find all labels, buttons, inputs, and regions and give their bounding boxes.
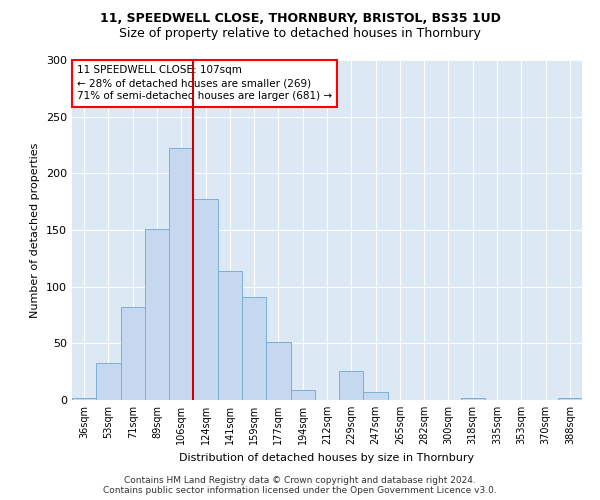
Bar bbox=[218, 271, 242, 400]
Bar bbox=[145, 229, 169, 400]
X-axis label: Distribution of detached houses by size in Thornbury: Distribution of detached houses by size … bbox=[179, 452, 475, 462]
Bar bbox=[558, 398, 582, 400]
Text: 11 SPEEDWELL CLOSE: 107sqm
← 28% of detached houses are smaller (269)
71% of sem: 11 SPEEDWELL CLOSE: 107sqm ← 28% of deta… bbox=[77, 65, 332, 102]
Bar bbox=[364, 392, 388, 400]
Text: Size of property relative to detached houses in Thornbury: Size of property relative to detached ho… bbox=[119, 28, 481, 40]
Bar bbox=[461, 398, 485, 400]
Text: 11, SPEEDWELL CLOSE, THORNBURY, BRISTOL, BS35 1UD: 11, SPEEDWELL CLOSE, THORNBURY, BRISTOL,… bbox=[100, 12, 500, 26]
Y-axis label: Number of detached properties: Number of detached properties bbox=[31, 142, 40, 318]
Bar bbox=[96, 362, 121, 400]
Bar bbox=[339, 370, 364, 400]
Text: Contains HM Land Registry data © Crown copyright and database right 2024.
Contai: Contains HM Land Registry data © Crown c… bbox=[103, 476, 497, 495]
Bar bbox=[121, 307, 145, 400]
Bar bbox=[193, 200, 218, 400]
Bar bbox=[290, 390, 315, 400]
Bar bbox=[72, 398, 96, 400]
Bar bbox=[169, 148, 193, 400]
Bar bbox=[266, 342, 290, 400]
Bar bbox=[242, 297, 266, 400]
